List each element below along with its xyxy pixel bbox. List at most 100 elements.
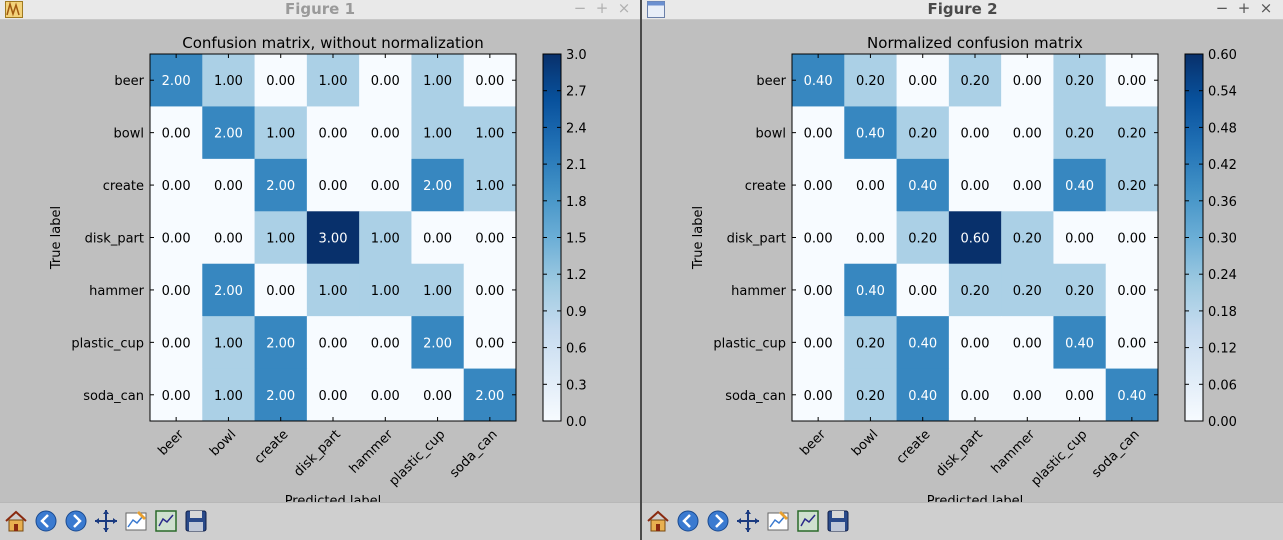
y-tick-label: soda_can [83,389,144,404]
colorbar-tick-label: 0.30 [1208,232,1237,247]
heatmap-cell [359,54,412,107]
cell-value-label: 1.00 [266,232,295,247]
cell-value-label: 0.20 [1065,74,1094,89]
x-axis-label: Predicted label [285,494,382,502]
cell-value-label: 0.40 [908,179,937,194]
minimize-icon[interactable]: − [1215,0,1229,17]
heatmap-cell [948,263,1002,317]
cell-value-label: 0.00 [475,232,504,247]
close-icon[interactable]: × [1259,0,1273,17]
cell-value-label: 0.40 [1065,336,1094,351]
heatmap-cell [792,316,845,370]
colorbar-tick-label: 0.48 [1208,121,1237,136]
chart-title: Normalized confusion matrix [867,34,1083,52]
cell-value-label: 0.20 [1013,284,1042,299]
x-tick-label: beer [155,427,187,459]
cell-value-label: 0.00 [266,74,295,89]
heatmap-cell [1053,316,1107,370]
cell-value-label: 0.00 [961,336,990,351]
normalized-confusion-matrix-chart[interactable]: Normalized confusion matrix 0.40 0.20 0.00 0… [642,21,1283,502]
navigation-toolbar [642,502,1283,540]
zoom-rect-icon[interactable] [153,508,179,534]
heatmap-cell [1053,54,1107,107]
heatmap-cell [1001,211,1054,265]
confusion-matrix-chart[interactable]: Confusion matrix, without normalization 2… [0,21,640,502]
heatmap-cell [411,368,465,422]
cell-value-label: 0.20 [908,232,937,247]
save-icon[interactable] [183,508,209,534]
y-axis-label: True label [691,206,706,270]
x-tick-label: disk_part [291,427,344,480]
cell-value-label: 2.00 [266,336,295,351]
cell-value-label: 2.00 [423,336,452,351]
configure-subplots-icon[interactable] [765,508,791,534]
heatmap-cell [463,54,517,107]
x-tick-label: plastic_cup [386,427,448,489]
cell-value-label: 0.00 [423,232,452,247]
heatmap-cell [1053,158,1107,212]
back-icon[interactable] [33,508,59,534]
title-bar[interactable]: Figure 2 − + × [642,0,1283,20]
maximize-icon[interactable]: + [1237,0,1251,17]
title-bar[interactable]: Figure 1 − + × [0,0,640,20]
cell-value-label: 0.00 [961,127,990,142]
heatmap-cell [1105,158,1159,212]
pan-icon[interactable] [735,508,761,534]
heatmap-cell [306,54,360,107]
colorbar-tick-label: 0.9 [566,305,587,320]
heatmap-cell [1001,263,1054,317]
heatmap-cell [359,316,412,370]
heatmap-cell [1105,54,1159,107]
cell-value-label: 0.00 [162,127,191,142]
y-tick-label: bowl [114,127,144,142]
heatmap-cell [1001,316,1054,370]
colorbar-tick-label: 0.12 [1208,342,1237,357]
cell-value-label: 1.00 [423,284,452,299]
heatmap-cell [306,368,360,422]
y-tick-label: bowl [756,127,786,142]
heatmap-cell [411,316,465,370]
cell-value-label: 1.00 [319,74,348,89]
save-icon[interactable] [825,508,851,534]
forward-icon[interactable] [705,508,731,534]
cell-value-label: 0.00 [804,232,833,247]
cell-value-label: 0.00 [162,232,191,247]
heatmap-cell [948,211,1002,265]
colorbar-tick-label: 0.36 [1208,195,1237,210]
heatmap-cell [359,158,412,212]
heatmap-cell [1001,368,1054,422]
heatmap-cell [202,316,256,370]
minimize-icon[interactable]: − [573,0,587,17]
heatmap-cell [948,54,1002,107]
heatmap-cell [844,263,898,317]
cell-value-label: 1.00 [371,284,400,299]
cell-value-label: 0.20 [908,127,937,142]
close-icon[interactable]: × [617,0,631,17]
window-app-icon [647,1,665,18]
heatmap-cell [844,211,898,265]
heatmap-cell [1001,54,1054,107]
heatmap-cell [1001,106,1054,160]
forward-icon[interactable] [63,508,89,534]
heatmap-cell [792,263,845,317]
zoom-rect-icon[interactable] [795,508,821,534]
heatmap-cell [411,106,465,160]
cell-value-label: 1.00 [266,127,295,142]
cell-value-label: 0.40 [804,74,833,89]
cell-value-label: 0.00 [908,74,937,89]
pan-icon[interactable] [93,508,119,534]
heatmap-cell [202,158,256,212]
cell-value-label: 0.00 [371,127,400,142]
y-tick-label: create [745,179,786,194]
cell-value-label: 1.00 [319,284,348,299]
cell-value-label: 0.40 [1065,179,1094,194]
chart-title: Confusion matrix, without normalization [182,34,484,52]
home-icon[interactable] [3,508,29,534]
colorbar-tick-label: 0.18 [1208,305,1237,320]
heatmap-cell [948,106,1002,160]
home-icon[interactable] [645,508,671,534]
cell-value-label: 0.00 [1013,74,1042,89]
back-icon[interactable] [675,508,701,534]
maximize-icon[interactable]: + [595,0,609,17]
configure-subplots-icon[interactable] [123,508,149,534]
